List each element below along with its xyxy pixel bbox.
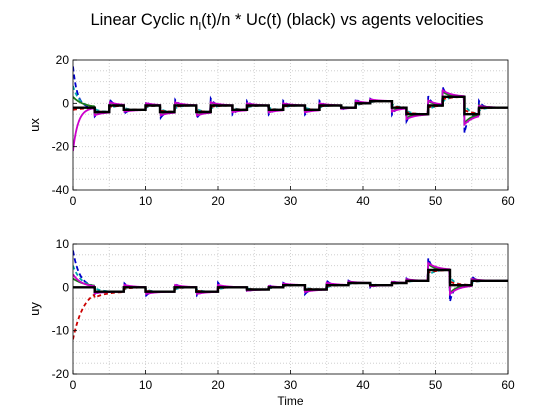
y-axis-label: ux — [27, 118, 42, 132]
title-main: Linear Cyclic n — [90, 11, 198, 29]
x-axis-label: Time — [277, 394, 304, 408]
x-tick-label: 40 — [356, 194, 370, 208]
y-tick-label: -20 — [52, 367, 70, 381]
title-subscript: l — [199, 21, 201, 33]
title-rest: (t)/n * Uc(t) (black) vs agents velociti… — [201, 11, 483, 29]
reference-step-line — [73, 268, 508, 293]
series-group — [73, 250, 508, 340]
agent-velocity-line-1 — [73, 250, 508, 302]
y-tick-label: -40 — [52, 183, 70, 197]
ux-plot-panel: 0 10 20 30 40 50 60 20 0 -20 -40 ux — [27, 53, 515, 208]
x-tick-label: 20 — [211, 378, 225, 392]
chart-title: Linear Cyclic nl(t)/n * Uc(t) (black) vs… — [90, 11, 483, 33]
uy-plot-panel: 0 10 20 30 40 50 60 10 0 -10 -20 uy Time — [27, 237, 515, 408]
series-group — [73, 66, 508, 152]
x-tick-label: 20 — [211, 194, 225, 208]
y-tick-label: -10 — [52, 324, 70, 338]
y-tick-label: 10 — [56, 237, 70, 251]
x-tick-label: 50 — [429, 378, 443, 392]
y-tick-label: 0 — [62, 96, 69, 110]
x-tick-label: 30 — [284, 378, 298, 392]
x-tick-label: 0 — [70, 194, 77, 208]
x-tick-label: 10 — [139, 378, 153, 392]
reference-step-line — [73, 95, 508, 116]
x-tick-label: 30 — [284, 194, 298, 208]
x-tick-label: 50 — [429, 194, 443, 208]
y-tick-label: 20 — [56, 53, 70, 67]
x-tick-label: 60 — [501, 194, 515, 208]
y-axis-label: uy — [27, 302, 42, 316]
x-tick-label: 60 — [501, 378, 515, 392]
y-tick-label: 0 — [62, 280, 69, 294]
x-tick-label: 40 — [356, 378, 370, 392]
x-tick-label: 10 — [139, 194, 153, 208]
y-tick-label: -20 — [52, 140, 70, 154]
x-tick-label: 0 — [70, 378, 77, 392]
